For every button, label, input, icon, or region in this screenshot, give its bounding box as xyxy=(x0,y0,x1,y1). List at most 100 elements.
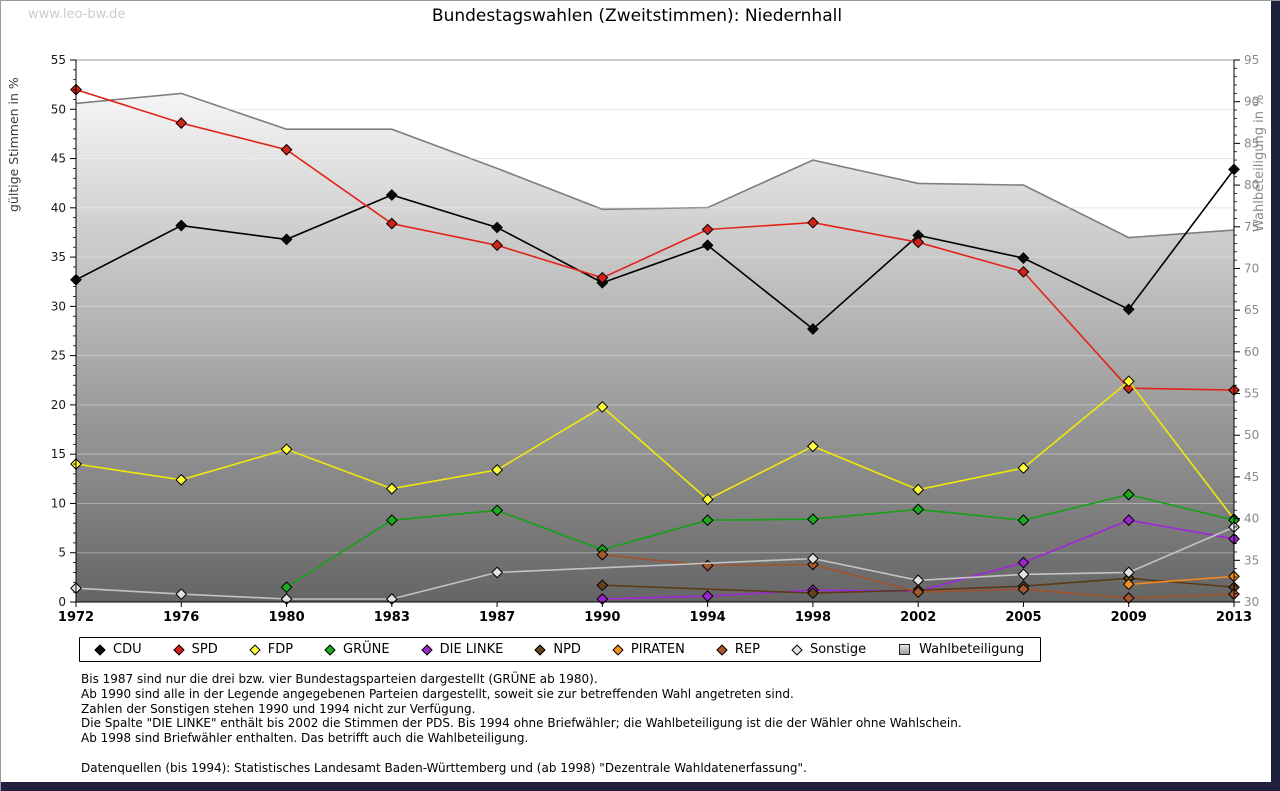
data-point-gruene-1983 xyxy=(385,514,398,527)
svg-text:85: 85 xyxy=(1244,136,1259,150)
data-point-die-linke-2005 xyxy=(1017,556,1030,569)
legend-label: GRÜNE xyxy=(343,642,390,657)
data-point-gruene-2005 xyxy=(1017,514,1030,527)
data-point-spd-1994 xyxy=(701,223,714,236)
svg-text:80: 80 xyxy=(1244,178,1259,192)
svg-text:55: 55 xyxy=(1244,387,1259,401)
data-point-gruene-1994 xyxy=(701,514,714,527)
data-point-cdu-1976 xyxy=(175,219,188,232)
data-point-cdu-2005 xyxy=(1017,252,1030,264)
x-tick-label: 2002 xyxy=(900,610,936,625)
x-tick-label: 1983 xyxy=(374,610,410,625)
svg-text:10: 10 xyxy=(51,496,66,510)
data-point-fdp-1980 xyxy=(280,443,293,456)
data-point-spd-1983 xyxy=(385,217,398,230)
series-spd xyxy=(70,83,1240,397)
x-tick-label: 1998 xyxy=(795,610,831,625)
note-line: Ab 1998 sind Briefwähler enthalten. Das … xyxy=(81,731,529,746)
data-point-fdp-2005 xyxy=(1017,462,1030,474)
svg-text:0: 0 xyxy=(58,595,66,609)
series-cdu xyxy=(70,163,1240,335)
svg-text:35: 35 xyxy=(1244,553,1259,567)
chart-notes: Bis 1987 sind nur die drei bzw. vier Bun… xyxy=(81,672,962,776)
data-point-cdu-1998 xyxy=(807,323,819,335)
legend-item-spd: SPD xyxy=(172,642,218,657)
legend-item-npd: NPD xyxy=(534,642,581,657)
legend-label: FDP xyxy=(267,642,294,657)
legend-item-die-linke: DIE LINKE xyxy=(420,642,504,657)
data-point-sonstige-2002 xyxy=(912,574,925,587)
data-point-fdp-1976 xyxy=(175,473,188,486)
data-point-gruene-2002 xyxy=(912,503,925,516)
x-tick-label: 1994 xyxy=(690,610,726,625)
window-edge-bottom xyxy=(1,782,1280,791)
page-title: Bundestagswahlen (Zweitstimmen): Niedern… xyxy=(431,6,843,26)
svg-text:5: 5 xyxy=(58,546,66,560)
x-tick-label: 1987 xyxy=(479,610,515,625)
legend-item-gruene: GRÜNE xyxy=(324,642,390,657)
data-point-spd-1980 xyxy=(280,143,293,156)
legend-label: DIE LINKE xyxy=(439,642,504,657)
note-line: Bis 1987 sind nur die drei bzw. vier Bun… xyxy=(81,672,598,686)
window-edge-right xyxy=(1271,1,1280,791)
x-tick-label: 1976 xyxy=(163,610,199,625)
data-point-rep-1990 xyxy=(596,548,609,561)
svg-text:40: 40 xyxy=(1244,512,1259,526)
chart-area: 0 5 10 15 20 25 30 35 40 45 50 55 30 35 40 45 50 55 60 65 70… xyxy=(1,1,1273,639)
notes-lines: Bis 1987 sind nur die drei bzw. vier Bun… xyxy=(81,672,962,746)
legend-diamond-swatch xyxy=(249,643,261,656)
data-point-sonstige-2005 xyxy=(1017,568,1030,581)
axis-x: 1972 1976 1980 1983 1987 1990 1994 1998 2002 2005… xyxy=(58,602,1252,625)
data-point-sonstige-2009 xyxy=(1122,566,1135,579)
legend-item-fdp: FDP xyxy=(249,642,294,657)
left-axis-title: gültige Stimmen in % xyxy=(6,77,21,212)
data-point-fdp-1994 xyxy=(701,493,714,506)
data-point-spd-2002 xyxy=(912,236,925,249)
data-point-die-linke-2009 xyxy=(1122,514,1135,527)
axes xyxy=(75,60,1235,603)
svg-text:45: 45 xyxy=(1244,470,1259,484)
data-point-fdp-2002 xyxy=(912,483,925,496)
svg-text:70: 70 xyxy=(1244,261,1259,275)
legend-diamond-swatch xyxy=(716,643,728,656)
legend-label: REP xyxy=(734,642,760,657)
series-wahlbeteiligung xyxy=(75,92,1235,603)
legend-label: Wahlbeteiligung xyxy=(919,642,1025,657)
data-point-cdu-1994 xyxy=(701,239,714,252)
legend-diamond-swatch xyxy=(791,643,803,656)
data-point-gruene-1998 xyxy=(807,513,819,526)
svg-text:65: 65 xyxy=(1244,303,1259,317)
svg-text:25: 25 xyxy=(51,349,66,363)
svg-text:35: 35 xyxy=(51,250,66,264)
note-line: Ab 1990 sind alle in der Legende angegeb… xyxy=(81,686,794,701)
legend-diamond-swatch xyxy=(172,643,185,656)
data-point-rep-2002 xyxy=(912,586,925,599)
x-tick-label: 1972 xyxy=(58,610,94,625)
data-point-spd-1998 xyxy=(807,216,819,229)
legend-label: CDU xyxy=(113,642,142,657)
legend-item-wahlbeteiligung: Wahlbeteiligung xyxy=(899,642,1024,657)
x-tick-label: 1990 xyxy=(584,610,620,625)
svg-text:20: 20 xyxy=(51,398,66,412)
data-point-fdp-1983 xyxy=(385,482,398,495)
legend-item-rep: REP xyxy=(716,642,760,657)
svg-text:75: 75 xyxy=(1244,220,1259,234)
data-point-sonstige-1976 xyxy=(175,588,188,601)
data-point-fdp-1998 xyxy=(807,440,819,453)
legend-item-sonstige: Sonstige xyxy=(791,642,866,657)
svg-text:90: 90 xyxy=(1244,95,1259,109)
data-point-npd-1990 xyxy=(596,579,609,592)
svg-text:55: 55 xyxy=(51,53,66,67)
axis-left: 0 5 10 15 20 25 30 35 40 45 50 55 xyxy=(51,53,76,609)
data-point-cdu-1987 xyxy=(491,221,503,234)
data-point-piraten-2009 xyxy=(1122,578,1135,591)
note-line: Zahlen der Sonstigen stehen 1990 und 199… xyxy=(81,701,476,716)
svg-text:40: 40 xyxy=(51,201,66,215)
legend-diamond-swatch xyxy=(420,643,433,656)
election-line-chart: 0 5 10 15 20 25 30 35 40 45 50 55 30 35 40 45 50 55 60 65 70… xyxy=(6,53,1267,625)
x-tick-label: 1980 xyxy=(268,610,304,625)
data-point-spd-1990 xyxy=(596,271,609,284)
data-source-line: Datenquellen (bis 1994): Statistisches L… xyxy=(81,760,807,775)
data-point-die-linke-1994 xyxy=(701,590,714,602)
